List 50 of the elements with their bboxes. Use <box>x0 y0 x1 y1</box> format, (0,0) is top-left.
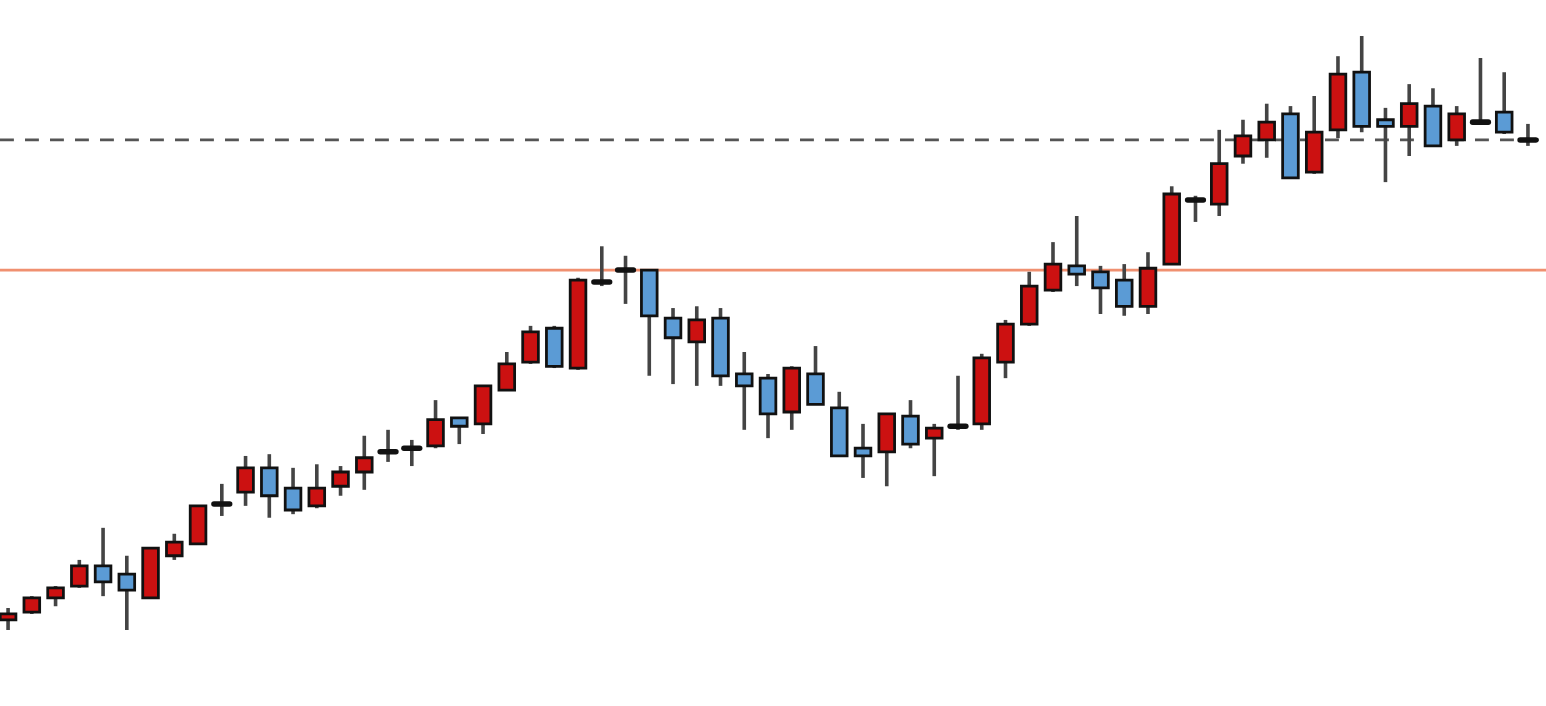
candlestick <box>1210 128 1229 218</box>
candlestick <box>640 268 659 378</box>
candlestick <box>1043 240 1063 294</box>
candlestick <box>947 373 969 432</box>
candlestick <box>1138 250 1158 316</box>
candlestick <box>901 398 920 451</box>
candlestick <box>1517 122 1539 148</box>
candlestick <box>307 462 327 511</box>
candlestick <box>996 318 1015 380</box>
candlestick <box>877 411 896 489</box>
candlestick <box>1091 264 1110 316</box>
candlestick <box>236 454 255 508</box>
candlestick <box>70 558 89 590</box>
candlestick <box>1067 214 1086 288</box>
candlestick <box>260 452 279 520</box>
candlestick <box>806 344 825 407</box>
candlestick <box>545 324 564 370</box>
candlestick <box>473 384 493 436</box>
candlestick <box>1115 262 1134 318</box>
candlestick <box>331 464 350 498</box>
candlestick <box>1494 70 1514 136</box>
candlestick <box>426 398 445 451</box>
candlestick <box>165 531 184 562</box>
candlestick <box>1447 104 1466 148</box>
candlestick <box>497 350 517 392</box>
candlestick <box>591 244 613 288</box>
candlestick <box>925 422 944 478</box>
candlestick <box>853 422 873 480</box>
candlestick <box>782 364 801 432</box>
candlestick <box>0 606 18 632</box>
candlestick <box>117 553 137 632</box>
candlestick <box>188 504 208 546</box>
candlestick <box>521 324 540 366</box>
candlestick <box>93 526 113 598</box>
candlestick <box>211 482 233 518</box>
candlestick <box>1423 86 1443 148</box>
candlestick <box>1020 270 1039 328</box>
candlestick <box>46 584 65 609</box>
candlestick <box>1257 101 1276 160</box>
candlestick <box>355 433 374 492</box>
candlestick <box>663 306 683 386</box>
candlestick <box>1304 94 1324 176</box>
candlestick <box>1376 106 1395 184</box>
candlestick <box>758 372 778 440</box>
candlestick <box>283 466 303 516</box>
candlestick <box>687 304 706 388</box>
candlestick <box>1233 117 1253 166</box>
candlestick <box>450 416 469 446</box>
candlestick <box>1399 82 1419 158</box>
candlestick <box>735 350 754 432</box>
